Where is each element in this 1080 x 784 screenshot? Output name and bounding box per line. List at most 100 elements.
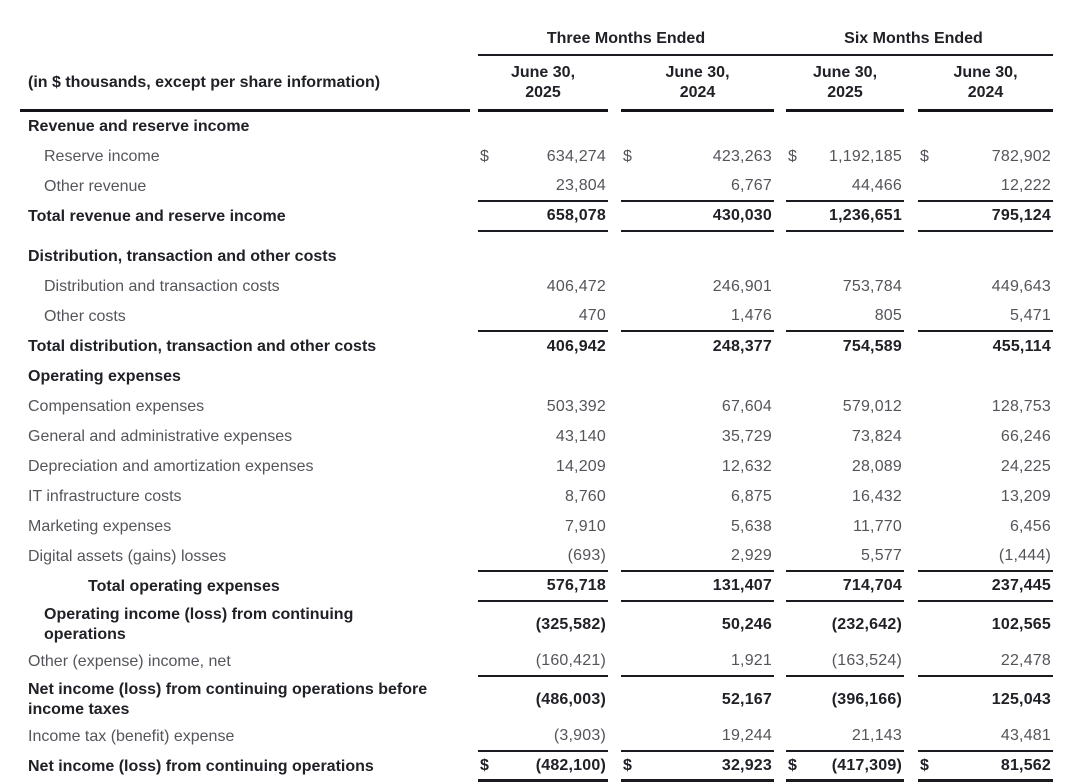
value-inner: 21,143 xyxy=(786,722,904,752)
value-cell: (396,166) xyxy=(774,677,904,722)
value-text: 43,481 xyxy=(1000,727,1051,744)
value-inner: 714,704 xyxy=(786,572,904,602)
value-cell: 6,456 xyxy=(904,512,1053,542)
value-inner: 8,760 xyxy=(478,482,608,512)
column-header-year: 2024 xyxy=(967,83,1004,101)
column-header-6m-2025: June 30, 2025 xyxy=(774,56,904,112)
value-inner: (3,903) xyxy=(478,722,608,752)
value-text: 32,923 xyxy=(721,756,772,774)
value-cell: 21,143 xyxy=(774,722,904,752)
value-text: 28,089 xyxy=(851,458,902,475)
value-inner: 131,407 xyxy=(621,572,774,602)
value-text: (163,524) xyxy=(831,652,902,669)
row-label: Income tax (benefit) expense xyxy=(0,722,470,752)
value-cell: 455,114 xyxy=(904,332,1053,362)
value-cell: 6,767 xyxy=(608,172,774,202)
value-cell: 11,770 xyxy=(774,512,904,542)
value-inner: 35,729 xyxy=(621,422,774,452)
row-label-text: Marketing expenses xyxy=(28,518,172,535)
value-cell xyxy=(904,112,1053,142)
section-header: Operating expenses xyxy=(0,362,470,392)
value-cell: 73,824 xyxy=(774,422,904,452)
row-label-text: Compensation expenses xyxy=(28,398,205,415)
value-text: 423,263 xyxy=(712,148,772,165)
value-text: 753,784 xyxy=(842,278,902,295)
row-label-text: Total operating expenses xyxy=(88,578,280,595)
value-text: (486,003) xyxy=(535,690,606,708)
value-text: 782,902 xyxy=(991,148,1051,165)
value-inner: 73,824 xyxy=(786,422,904,452)
row-label: Total revenue and reserve income xyxy=(0,202,470,232)
row-label-text: Operating income (loss) from continuing … xyxy=(44,605,354,643)
income-statement-table: Three Months Ended Six Months Ended (in … xyxy=(0,14,1053,782)
value-inner: 1,476 xyxy=(621,302,774,332)
column-header-date: June 30, xyxy=(665,63,730,81)
column-header-year: 2025 xyxy=(827,83,863,101)
value-inner: $1,192,185 xyxy=(786,142,904,172)
value-text: 66,246 xyxy=(1000,428,1051,445)
value-cell: $1,192,185 xyxy=(774,142,904,172)
value-cell: $782,902 xyxy=(904,142,1053,172)
value-inner: 503,392 xyxy=(478,392,608,422)
value-cell: 714,704 xyxy=(774,572,904,602)
value-cell: 503,392 xyxy=(470,392,608,422)
value-text: 23,804 xyxy=(555,177,606,194)
value-inner: $81,562 xyxy=(918,752,1053,782)
value-cell: $81,562 xyxy=(904,752,1053,782)
value-inner: 13,209 xyxy=(918,482,1053,512)
dollar-sign: $ xyxy=(788,148,797,165)
value-inner: 576,718 xyxy=(478,572,608,602)
row-label-text: Distribution and transaction costs xyxy=(44,278,280,295)
value-inner: (1,444) xyxy=(918,542,1053,572)
value-text: 503,392 xyxy=(546,398,606,415)
value-text: 2,929 xyxy=(730,547,772,564)
column-header-6m-2024: June 30, 2024 xyxy=(904,56,1053,112)
row-label-text: Total revenue and reserve income xyxy=(28,208,286,225)
value-inner: (160,421) xyxy=(478,647,608,677)
value-cell: 449,643 xyxy=(904,272,1053,302)
value-cell: 5,638 xyxy=(608,512,774,542)
value-cell: 50,246 xyxy=(608,602,774,647)
value-cell: 406,472 xyxy=(470,272,608,302)
row-label-text: Revenue and reserve income xyxy=(28,118,250,135)
row-label-text: Net income (loss) from continuing operat… xyxy=(28,680,428,718)
value-text: 455,114 xyxy=(992,338,1051,355)
value-text: 128,753 xyxy=(991,398,1051,415)
group-header-text: Six Months Ended xyxy=(774,14,1053,56)
group-header-three-months: Three Months Ended xyxy=(470,14,774,56)
value-cell xyxy=(904,242,1053,272)
value-cell: 131,407 xyxy=(608,572,774,602)
row-label-text: Depreciation and amortization expenses xyxy=(28,458,314,475)
value-text: 35,729 xyxy=(721,428,772,445)
row-label-text: Other costs xyxy=(44,308,126,325)
value-cell: 12,222 xyxy=(904,172,1053,202)
value-inner: 248,377 xyxy=(621,332,774,362)
value-cell: $634,274 xyxy=(470,142,608,172)
value-text: 131,407 xyxy=(712,577,772,594)
value-cell: $423,263 xyxy=(608,142,774,172)
value-text: 22,478 xyxy=(1000,652,1051,669)
value-cell xyxy=(774,242,904,272)
dollar-sign: $ xyxy=(480,148,489,165)
value-inner: (232,642) xyxy=(786,602,904,647)
dollar-sign: $ xyxy=(788,756,797,774)
value-inner: (163,524) xyxy=(786,647,904,677)
value-cell: $32,923 xyxy=(608,752,774,782)
value-text: 237,445 xyxy=(991,577,1051,594)
value-cell: 13,209 xyxy=(904,482,1053,512)
value-cell: 22,478 xyxy=(904,647,1053,677)
value-inner: 579,012 xyxy=(786,392,904,422)
value-text: 11,770 xyxy=(853,518,902,535)
value-cell: 23,804 xyxy=(470,172,608,202)
value-cell: 430,030 xyxy=(608,202,774,232)
row-spacer xyxy=(0,232,1053,242)
value-cell: 470 xyxy=(470,302,608,332)
value-inner: 406,942 xyxy=(478,332,608,362)
value-text: 406,472 xyxy=(546,278,606,295)
value-inner: 125,043 xyxy=(918,677,1053,722)
column-header-3m-2025: June 30, 2025 xyxy=(470,56,608,112)
dollar-sign: $ xyxy=(623,148,632,165)
value-cell: 579,012 xyxy=(774,392,904,422)
value-cell: 1,236,651 xyxy=(774,202,904,232)
value-text: 50,246 xyxy=(721,615,772,633)
